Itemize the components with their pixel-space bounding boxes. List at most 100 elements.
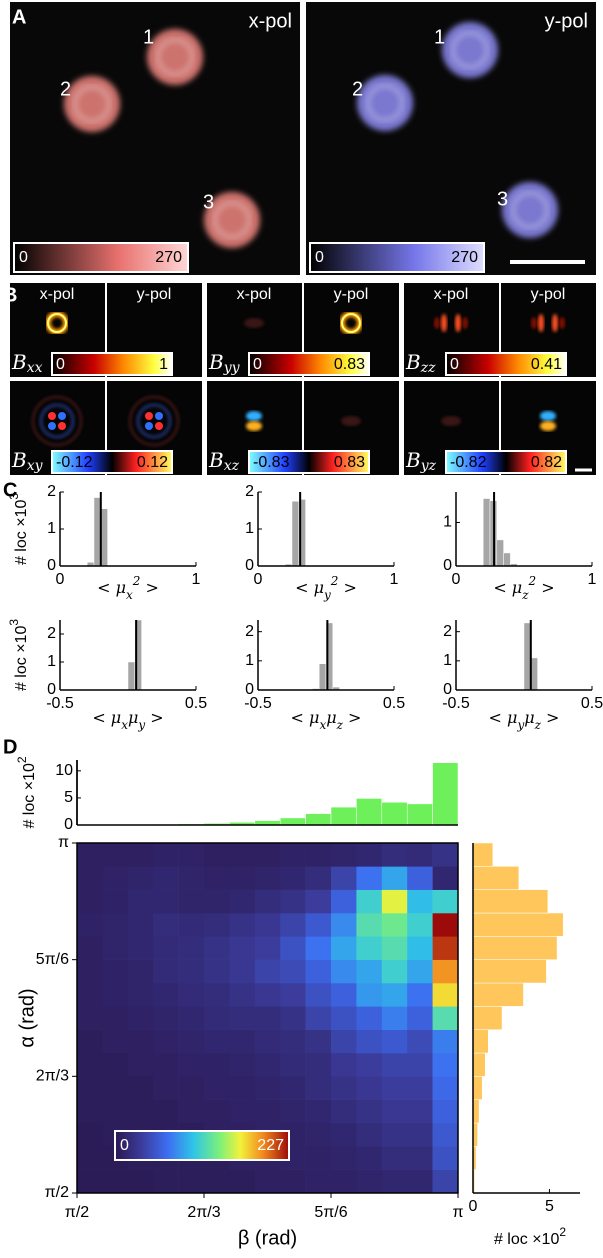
heatmap-cell [280, 1006, 306, 1030]
heatmap-cell [178, 843, 205, 867]
heatmap-cell [356, 1169, 383, 1194]
x-axis-label-part: > [541, 708, 560, 727]
x-axis-label: β (rad) [238, 1227, 297, 1249]
heatmap-cell [102, 1076, 129, 1100]
heatmap-cell [381, 959, 408, 984]
heatmap-cell [356, 889, 383, 914]
heatmap-cell [432, 1169, 459, 1194]
y-tick-label: 2 [245, 623, 254, 640]
heatmap-cell [102, 843, 129, 867]
heatmap-cell [305, 1006, 332, 1030]
psf-ring [129, 396, 179, 446]
heatmap-cell [432, 1029, 459, 1054]
heatmap-cell [229, 983, 256, 1007]
heatmap-cell [381, 866, 408, 890]
heatmap-cell [331, 1146, 357, 1170]
psf-lobe [531, 317, 537, 329]
heatmap-cell [356, 913, 383, 937]
heatmap-cell [153, 1169, 179, 1194]
heatmap-cell [204, 1076, 230, 1100]
histogram-bar [127, 661, 136, 691]
x-axis-label-part: 2 [528, 574, 537, 588]
y-tick-label: 1 [47, 653, 56, 670]
heatmap-cell [432, 1076, 459, 1100]
heatmap-cell [178, 1099, 205, 1124]
heatmap-cell [356, 1006, 383, 1030]
psf-lobe [48, 422, 56, 430]
heatmap-cell [432, 1053, 459, 1077]
heatmap-cell [229, 843, 256, 867]
heatmap-cell [77, 1123, 103, 1147]
heatmap-cell [127, 843, 154, 867]
x-axis-label-part: x [319, 718, 326, 732]
heatmap-cell [254, 1099, 281, 1124]
heatmap-cell [305, 866, 332, 890]
y-axis-label-exp: 2 [15, 756, 29, 763]
x-tick-label: 1 [390, 571, 399, 588]
heatmap-cell [102, 959, 129, 984]
histogram-bar [496, 539, 504, 567]
heatmap-cell [407, 1169, 433, 1194]
heatmap-cell [432, 1099, 459, 1124]
heatmap-cell [229, 913, 256, 937]
histogram-bar [432, 762, 459, 826]
psf-core [341, 313, 361, 333]
histogram-bar [318, 663, 327, 691]
histogram-bar [330, 806, 357, 826]
heatmap-cell [254, 1006, 281, 1030]
heatmap-cell [77, 936, 103, 960]
heatmap-cell [102, 913, 129, 937]
heatmap-cell [77, 959, 103, 984]
x-tick-label: 5 [545, 1198, 554, 1215]
heatmap-cell [356, 843, 383, 867]
heatmap-cell [153, 1099, 179, 1124]
x-tick-label: 1 [192, 571, 201, 588]
psf-label: Bzz [405, 350, 436, 377]
x-axis-label: < μx2 > [97, 574, 159, 602]
heatmap-cell [356, 1099, 383, 1124]
heatmap-cell [331, 1099, 357, 1124]
psf-column-title: x-pol [40, 286, 75, 303]
psf-lobe [58, 412, 66, 420]
panel-letter: D [3, 736, 17, 758]
x-axis-label: < μxμz > [291, 708, 362, 732]
heatmap-cell [204, 1006, 230, 1030]
x-axis-label-part: < μ [92, 708, 121, 727]
psf-label-sub: xy [27, 458, 44, 474]
heatmap-cell [305, 913, 332, 937]
emitter-spot [64, 76, 120, 132]
heatmap-cell [178, 1006, 205, 1030]
x-axis-label-part: > [343, 708, 362, 727]
x-axis-label: < μyμz > [489, 708, 560, 732]
colorbar-min: -0.12 [56, 454, 93, 471]
heatmap-cell [178, 1169, 205, 1194]
heatmap-cell [254, 843, 281, 867]
heatmap-cell [280, 889, 306, 914]
heatmap-cell [305, 1029, 332, 1054]
x-axis-label-part: > [145, 708, 164, 727]
spot-label: 3 [497, 188, 508, 210]
spot-label: 2 [352, 78, 363, 100]
emitter-ring [450, 30, 490, 70]
x-tick-label: 0.5 [185, 695, 207, 712]
heatmap-cell [229, 866, 256, 890]
histogram-bar [356, 798, 383, 826]
x-tick-label: -0.5 [442, 695, 470, 712]
emitter-ring [72, 84, 112, 124]
heatmap-cell [331, 1053, 357, 1077]
heatmap-cell [153, 983, 179, 1007]
panel-letter: C [3, 479, 17, 501]
x-tick-label: 5π/6 [314, 1204, 347, 1221]
heatmap-cell [432, 866, 459, 890]
emitter-spot [147, 29, 203, 85]
heatmap-cell [381, 1099, 408, 1124]
heatmap-cell [331, 1006, 357, 1030]
histogram-bar [503, 552, 511, 567]
heatmap-cell [381, 936, 408, 960]
y-tick-label: 1 [443, 652, 452, 669]
psf-lobe [538, 314, 544, 332]
spot-label: 2 [60, 78, 71, 100]
heatmap-cell [229, 1029, 256, 1054]
spot-label: 1 [434, 26, 445, 48]
histogram-bar [472, 1029, 489, 1054]
